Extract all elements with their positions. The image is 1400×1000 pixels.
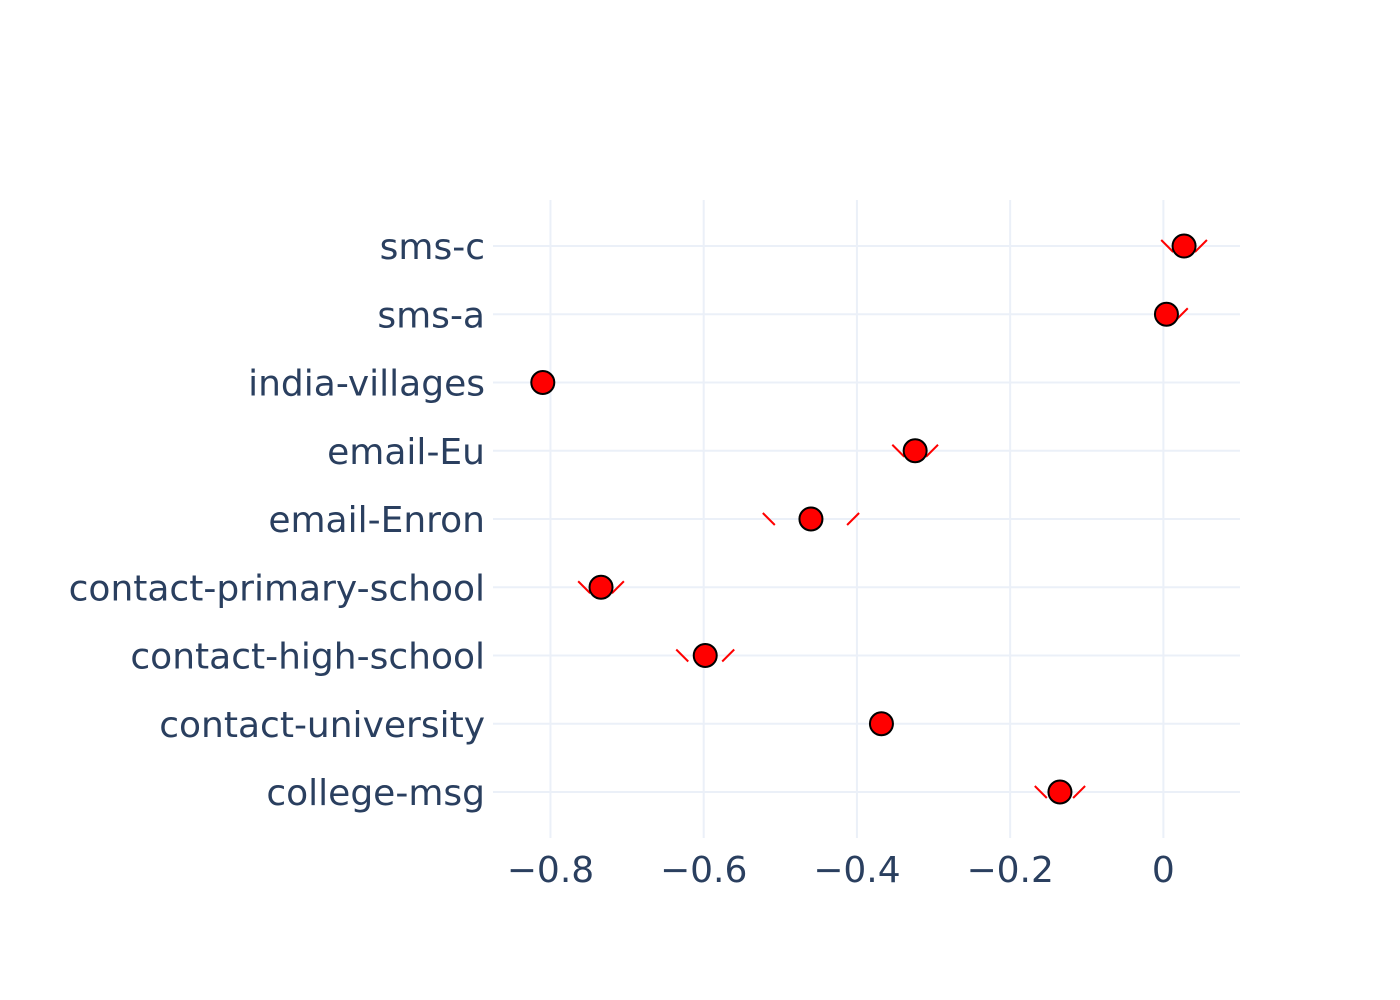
data-point [1153, 301, 1179, 327]
error-bar-high [1194, 239, 1208, 253]
error-bar-low [1160, 239, 1174, 253]
y-tick-label: contact-high-school [130, 637, 485, 678]
x-tick-label: −0.2 [966, 850, 1053, 891]
data-point [902, 438, 928, 464]
error-bar-high [846, 512, 860, 526]
error-bar-low [1034, 785, 1048, 799]
grid-layer [493, 200, 1240, 838]
y-tick-label: college-msg [266, 773, 485, 814]
x-tick-label: −0.4 [813, 850, 900, 891]
x-tick-label: −0.8 [507, 850, 594, 891]
x-tick-label: −0.6 [660, 850, 747, 891]
data-point [798, 506, 824, 532]
y-tick-label: india-villages [248, 364, 485, 405]
y-tick-label: email-Enron [268, 500, 485, 541]
data-point [1171, 233, 1197, 259]
y-tick-label: email-Eu [327, 432, 485, 473]
error-bar-high [925, 444, 939, 458]
error-bar-low [762, 512, 776, 526]
y-tick-label: contact-university [159, 705, 485, 746]
error-bar-low [577, 580, 591, 594]
marker-layer [530, 233, 1197, 805]
y-axis-tick-labels: college-msg contact-university contact-hig… [69, 227, 485, 814]
error-bar-high [1072, 785, 1086, 799]
error-bar-low [891, 444, 906, 458]
error-bar-layer [577, 239, 1208, 799]
data-point [692, 643, 718, 668]
y-tick-label: sms-c [380, 227, 485, 268]
x-axis-tick-labels: −0.8 −0.6 −0.4 −0.2 0 [507, 850, 1175, 891]
x-tick-label: 0 [1152, 850, 1175, 891]
data-point [530, 370, 556, 395]
data-point [1047, 779, 1073, 805]
y-tick-label: contact-primary-school [69, 568, 485, 609]
error-bar-low [675, 648, 689, 663]
y-tick-label: sms-a [377, 295, 485, 336]
error-bar-high [721, 648, 735, 663]
data-point [868, 711, 894, 737]
error-bar-high [611, 580, 625, 594]
data-point [588, 574, 614, 600]
